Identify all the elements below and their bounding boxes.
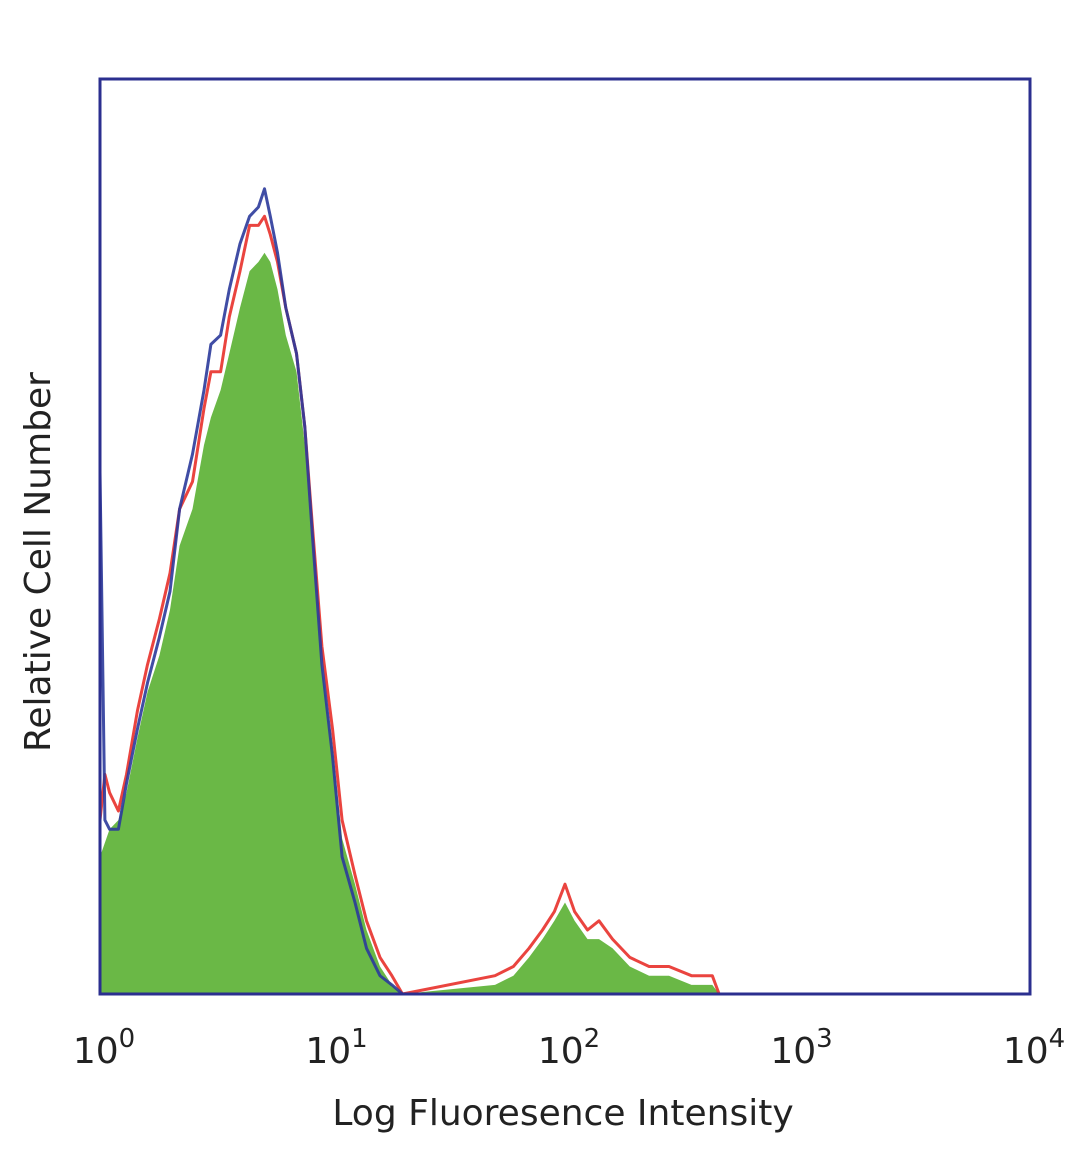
x-tick-text: 102 bbox=[538, 1024, 600, 1072]
x-tick-label-0: 100 bbox=[73, 1024, 135, 1072]
x-tick-label-2: 102 bbox=[538, 1024, 600, 1072]
y-axis-title: Relative Cell Number bbox=[18, 372, 59, 752]
series-layer bbox=[98, 187, 1030, 996]
x-tick-labels: 100 101 102 103 104 bbox=[73, 1024, 1065, 1072]
x-tick-label-3: 103 bbox=[770, 1024, 832, 1072]
x-tick-exponent: 2 bbox=[584, 1024, 601, 1054]
x-tick-exponent: 4 bbox=[1049, 1024, 1066, 1054]
x-tick-text: 104 bbox=[1003, 1024, 1065, 1072]
x-tick-base: 10 bbox=[770, 1031, 816, 1072]
x-tick-exponent: 3 bbox=[816, 1024, 833, 1054]
x-tick-text: 103 bbox=[770, 1024, 832, 1072]
x-tick-text: 100 bbox=[73, 1024, 135, 1072]
x-tick-base: 10 bbox=[73, 1031, 119, 1072]
x-tick-exponent: 0 bbox=[119, 1024, 136, 1054]
x-tick-base: 10 bbox=[305, 1031, 351, 1072]
filled-histogram-0 bbox=[100, 252, 720, 995]
x-tick-text: 101 bbox=[305, 1024, 367, 1072]
plot-frame bbox=[98, 77, 1032, 996]
x-tick-label-1: 101 bbox=[305, 1024, 367, 1072]
x-axis-title: Log Fluoresence Intensity bbox=[332, 1093, 793, 1134]
x-tick-exponent: 1 bbox=[351, 1024, 368, 1054]
x-tick-base: 10 bbox=[538, 1031, 584, 1072]
x-tick-label-4: 104 bbox=[1003, 1024, 1065, 1072]
x-tick-base: 10 bbox=[1003, 1031, 1049, 1072]
outline-histogram-2 bbox=[98, 187, 1030, 996]
